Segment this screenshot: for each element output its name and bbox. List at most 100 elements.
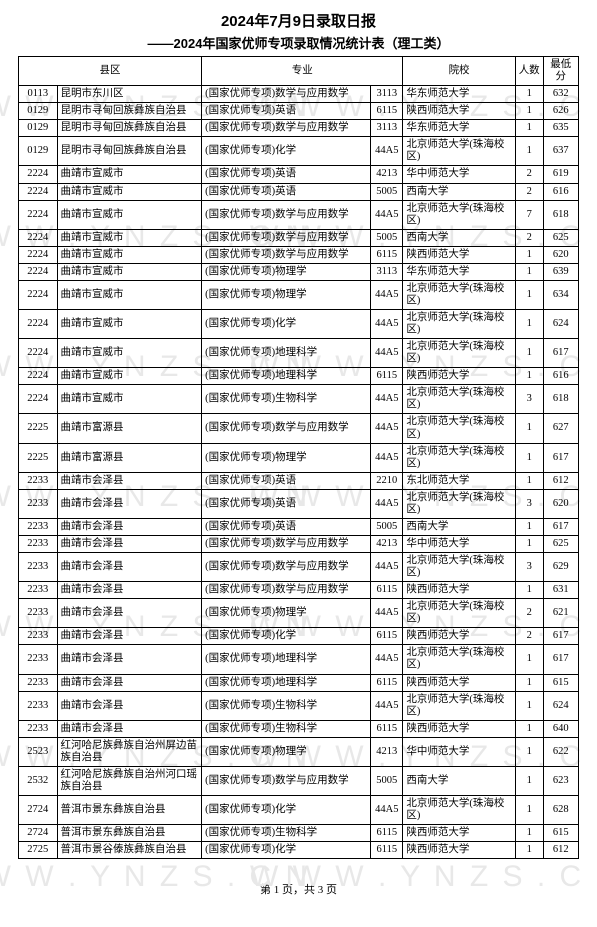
cell-county-code: 2233: [19, 720, 58, 737]
table-row: 2224曲靖市宣威市(国家优师专项)物理学44A5北京师范大学(珠海校区)163…: [19, 280, 579, 309]
cell-school: 北京师范大学(珠海校区): [403, 645, 515, 674]
cell-school-code: 5005: [371, 183, 403, 200]
cell-school: 陕西师范大学: [403, 720, 515, 737]
cell-county-code: 2233: [19, 674, 58, 691]
cell-school-code: 6115: [371, 103, 403, 120]
cell-major: (国家优师专项)数学与应用数学: [202, 229, 371, 246]
cell-school: 华东师范大学: [403, 86, 515, 103]
cell-county: 曲靖市会泽县: [57, 553, 202, 582]
cell-school: 陕西师范大学: [403, 246, 515, 263]
table-row: 2224曲靖市宣威市(国家优师专项)生物科学44A5北京师范大学(珠海校区)36…: [19, 385, 579, 414]
cell-school: 陕西师范大学: [403, 103, 515, 120]
cell-county-code: 0129: [19, 137, 58, 166]
cell-county-code: 2523: [19, 737, 58, 766]
cell-school-code: 44A5: [371, 489, 403, 518]
table-row: 0113昆明市东川区(国家优师专项)数学与应用数学3113华东师范大学1632: [19, 86, 579, 103]
cell-num: 1: [515, 691, 543, 720]
cell-school-code: 6115: [371, 368, 403, 385]
cell-school-code: 44A5: [371, 310, 403, 339]
cell-school: 北京师范大学(珠海校区): [403, 691, 515, 720]
cell-school: 陕西师范大学: [403, 582, 515, 599]
header-num: 人数: [515, 57, 543, 86]
table-row: 0129昆明市寻甸回族彝族自治县(国家优师专项)化学44A5北京师范大学(珠海校…: [19, 137, 579, 166]
table-row: 2224曲靖市宣威市(国家优师专项)物理学3113华东师范大学1639: [19, 263, 579, 280]
cell-score: 615: [543, 674, 578, 691]
cell-school-code: 44A5: [371, 599, 403, 628]
cell-school: 北京师范大学(珠海校区): [403, 280, 515, 309]
cell-num: 1: [515, 310, 543, 339]
cell-major: (国家优师专项)物理学: [202, 280, 371, 309]
cell-major: (国家优师专项)英语: [202, 489, 371, 518]
cell-num: 3: [515, 553, 543, 582]
cell-school-code: 44A5: [371, 385, 403, 414]
cell-county-code: 2224: [19, 229, 58, 246]
cell-school-code: 5005: [371, 766, 403, 795]
cell-county: 曲靖市会泽县: [57, 489, 202, 518]
cell-score: 626: [543, 103, 578, 120]
cell-school: 北京师范大学(珠海校区): [403, 385, 515, 414]
cell-num: 1: [515, 246, 543, 263]
cell-num: 1: [515, 825, 543, 842]
cell-school: 北京师范大学(珠海校区): [403, 553, 515, 582]
cell-school: 华中师范大学: [403, 535, 515, 552]
table-row: 2225曲靖市富源县(国家优师专项)数学与应用数学44A5北京师范大学(珠海校区…: [19, 414, 579, 443]
cell-num: 1: [515, 518, 543, 535]
cell-county-code: 2224: [19, 339, 58, 368]
cell-county: 红河哈尼族彝族自治州河口瑶族自治县: [57, 766, 202, 795]
cell-score: 617: [543, 645, 578, 674]
table-row: 0129昆明市寻甸回族彝族自治县(国家优师专项)数学与应用数学3113华东师范大…: [19, 120, 579, 137]
cell-num: 1: [515, 339, 543, 368]
cell-major: (国家优师专项)化学: [202, 796, 371, 825]
cell-school: 西南大学: [403, 183, 515, 200]
cell-major: (国家优师专项)化学: [202, 628, 371, 645]
cell-school: 北京师范大学(珠海校区): [403, 200, 515, 229]
cell-num: 2: [515, 599, 543, 628]
cell-county: 曲靖市富源县: [57, 443, 202, 472]
cell-county-code: 2724: [19, 825, 58, 842]
cell-county-code: 2225: [19, 443, 58, 472]
table-row: 0129昆明市寻甸回族彝族自治县(国家优师专项)英语6115陕西师范大学1626: [19, 103, 579, 120]
table-row: 2224曲靖市宣威市(国家优师专项)英语5005西南大学2616: [19, 183, 579, 200]
cell-county: 普洱市景东彝族自治县: [57, 825, 202, 842]
cell-county: 曲靖市宣威市: [57, 200, 202, 229]
cell-major: (国家优师专项)生物科学: [202, 825, 371, 842]
table-row: 2224曲靖市宣威市(国家优师专项)数学与应用数学6115陕西师范大学1620: [19, 246, 579, 263]
table-row: 2532红河哈尼族彝族自治州河口瑶族自治县(国家优师专项)数学与应用数学5005…: [19, 766, 579, 795]
table-row: 2233曲靖市会泽县(国家优师专项)生物科学6115陕西师范大学1640: [19, 720, 579, 737]
table-row: 2233曲靖市会泽县(国家优师专项)化学6115陕西师范大学2617: [19, 628, 579, 645]
cell-major: (国家优师专项)生物科学: [202, 691, 371, 720]
cell-county: 曲靖市宣威市: [57, 263, 202, 280]
cell-county-code: 2224: [19, 166, 58, 183]
cell-num: 1: [515, 766, 543, 795]
cell-score: 617: [543, 443, 578, 472]
cell-score: 618: [543, 200, 578, 229]
cell-county-code: 2233: [19, 645, 58, 674]
cell-school-code: 6115: [371, 246, 403, 263]
cell-score: 620: [543, 489, 578, 518]
cell-school-code: 3113: [371, 86, 403, 103]
cell-county-code: 2233: [19, 518, 58, 535]
table-row: 2724普洱市景东彝族自治县(国家优师专项)生物科学6115陕西师范大学1615: [19, 825, 579, 842]
cell-county-code: 2224: [19, 263, 58, 280]
cell-school: 陕西师范大学: [403, 628, 515, 645]
cell-county: 曲靖市宣威市: [57, 280, 202, 309]
cell-county-code: 2724: [19, 796, 58, 825]
header-major: 专业: [202, 57, 403, 86]
cell-county: 曲靖市会泽县: [57, 518, 202, 535]
cell-county: 曲靖市会泽县: [57, 691, 202, 720]
cell-score: 616: [543, 368, 578, 385]
cell-score: 617: [543, 339, 578, 368]
cell-county: 红河哈尼族彝族自治州屏边苗族自治县: [57, 737, 202, 766]
table-row: 2233曲靖市会泽县(国家优师专项)物理学44A5北京师范大学(珠海校区)262…: [19, 599, 579, 628]
cell-school: 西南大学: [403, 229, 515, 246]
cell-major: (国家优师专项)数学与应用数学: [202, 86, 371, 103]
cell-school: 北京师范大学(珠海校区): [403, 414, 515, 443]
cell-num: 1: [515, 535, 543, 552]
cell-school: 陕西师范大学: [403, 368, 515, 385]
table-row: 2233曲靖市会泽县(国家优师专项)英语5005西南大学1617: [19, 518, 579, 535]
cell-county: 曲靖市宣威市: [57, 229, 202, 246]
cell-num: 1: [515, 737, 543, 766]
cell-major: (国家优师专项)数学与应用数学: [202, 553, 371, 582]
cell-county: 曲靖市会泽县: [57, 472, 202, 489]
cell-county: 曲靖市宣威市: [57, 246, 202, 263]
